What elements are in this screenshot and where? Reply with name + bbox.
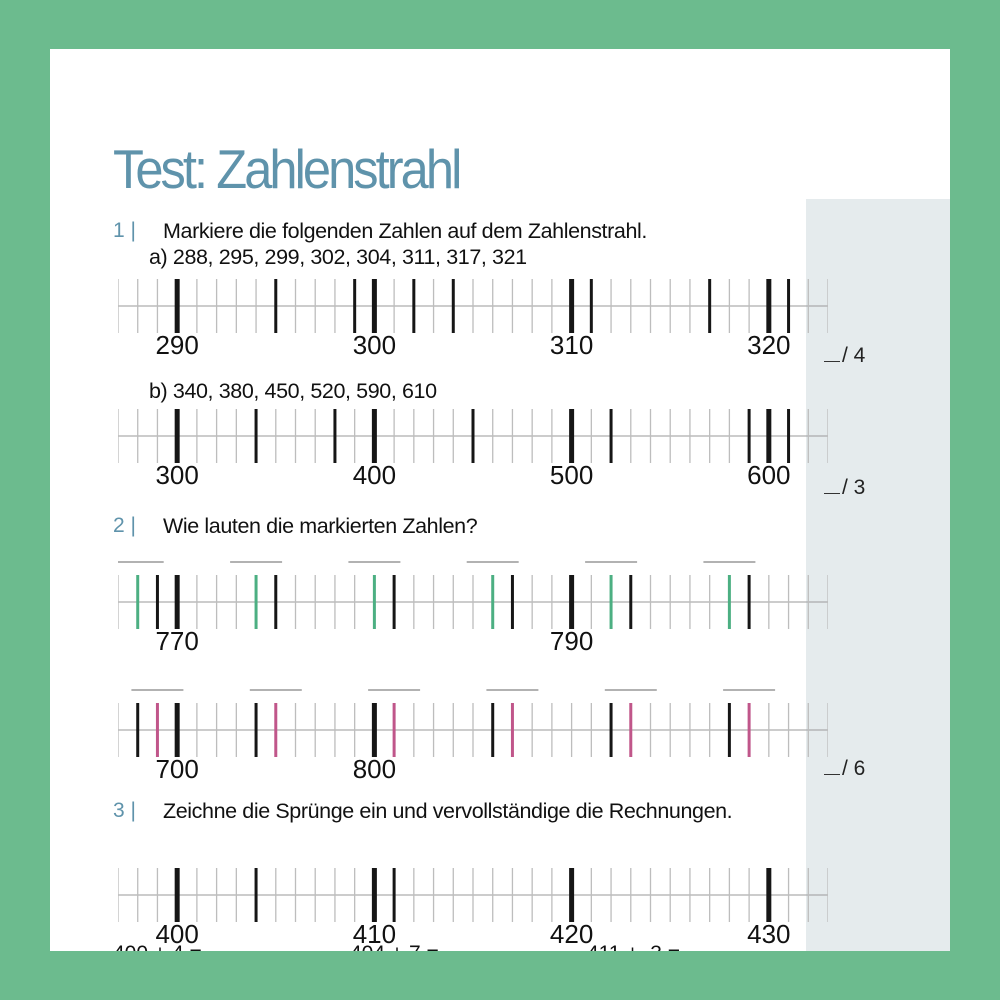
svg-text:600: 600	[747, 460, 790, 490]
svg-text:320: 320	[747, 330, 790, 360]
svg-text:790: 790	[550, 626, 593, 656]
svg-text:500: 500	[550, 460, 593, 490]
svg-text:700: 700	[155, 754, 198, 784]
svg-text:300: 300	[353, 330, 396, 360]
svg-text:400: 400	[353, 460, 396, 490]
svg-text:800: 800	[353, 754, 396, 784]
svg-text:310: 310	[550, 330, 593, 360]
svg-text:290: 290	[155, 330, 198, 360]
svg-text:300: 300	[155, 460, 198, 490]
svg-text:770: 770	[155, 626, 198, 656]
